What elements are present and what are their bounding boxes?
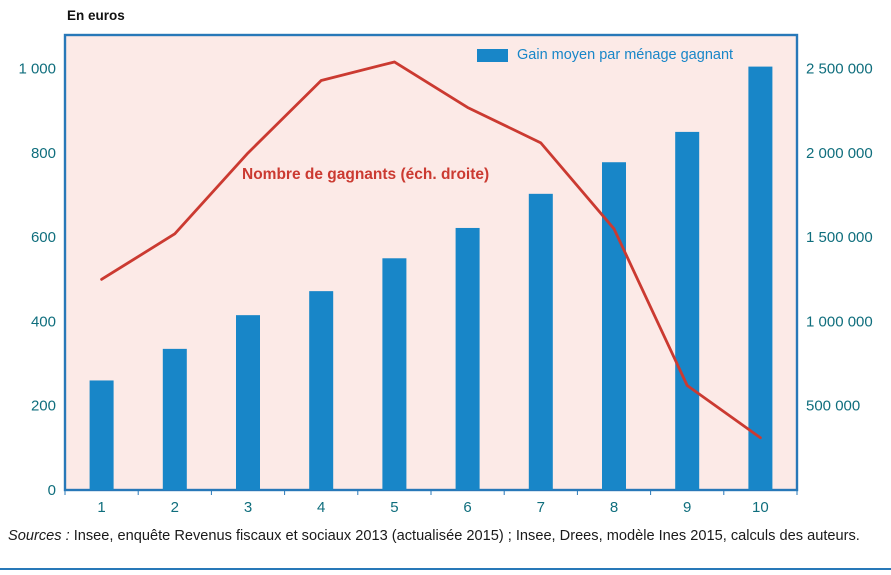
right-axis-tick-label: 2 500 000 xyxy=(806,61,873,78)
x-axis-label: 5 xyxy=(390,499,398,516)
bottom-rule xyxy=(0,568,891,570)
left-axis-tick-label: 800 xyxy=(31,145,56,162)
bar-decile-4 xyxy=(309,291,334,490)
legend-label: Gain moyen par ménage gagnant xyxy=(517,47,734,63)
right-axis-tick-label: 1 500 000 xyxy=(806,229,873,246)
legend-swatch-bar xyxy=(477,48,508,62)
chart-title: En euros xyxy=(67,8,125,23)
legend: Gain moyen par ménage gagnant xyxy=(477,47,733,63)
right-axis-tick-label: 1 000 000 xyxy=(806,313,873,330)
bar-decile-6 xyxy=(455,227,480,490)
x-axis-label: 2 xyxy=(171,499,179,516)
line-nombre-gagnants xyxy=(100,60,762,440)
right-axis-tick-label: 2 000 000 xyxy=(806,145,873,162)
line-series-label: Nombre de gagnants (éch. droite) xyxy=(242,166,490,183)
x-axis-label: 3 xyxy=(244,499,252,516)
x-axis-label: 4 xyxy=(317,499,325,516)
left-axis-tick-label: 0 xyxy=(48,482,56,499)
left-axis-tick-label: 400 xyxy=(31,313,56,330)
bar-decile-5 xyxy=(382,258,407,490)
bar-decile-2 xyxy=(162,348,187,490)
left-axis-tick-label: 200 xyxy=(31,398,56,415)
bar-decile-8 xyxy=(602,162,626,490)
x-axis-label: 7 xyxy=(537,499,545,516)
bar-decile-1 xyxy=(89,380,114,490)
source-text: Insee, enquête Revenus fiscaux et sociau… xyxy=(69,528,860,544)
plot-area xyxy=(63,33,799,492)
left-axis-tick-label: 600 xyxy=(31,229,56,246)
left-axis-tick-label: 1 000 xyxy=(18,61,56,78)
bar-decile-9 xyxy=(675,131,700,491)
source-note: Sources : Insee, enquête Revenus fiscaux… xyxy=(8,526,882,547)
bar-decile-10 xyxy=(748,66,773,490)
x-axis-label: 8 xyxy=(610,499,618,516)
x-axis-label: 9 xyxy=(683,499,691,516)
chart-canvas: 0 200 400 600 800 1 000 500 000 1 000 000 1 500 … xyxy=(18,33,873,516)
bar-decile-3 xyxy=(236,315,260,490)
x-axis-label: 6 xyxy=(463,499,471,516)
x-axis-label: 10 xyxy=(752,499,769,516)
source-label: Sources : xyxy=(8,528,70,544)
x-axis-label: 1 xyxy=(97,499,105,516)
bar-decile-7 xyxy=(528,193,553,490)
right-axis-tick-label: 500 000 xyxy=(806,398,860,415)
